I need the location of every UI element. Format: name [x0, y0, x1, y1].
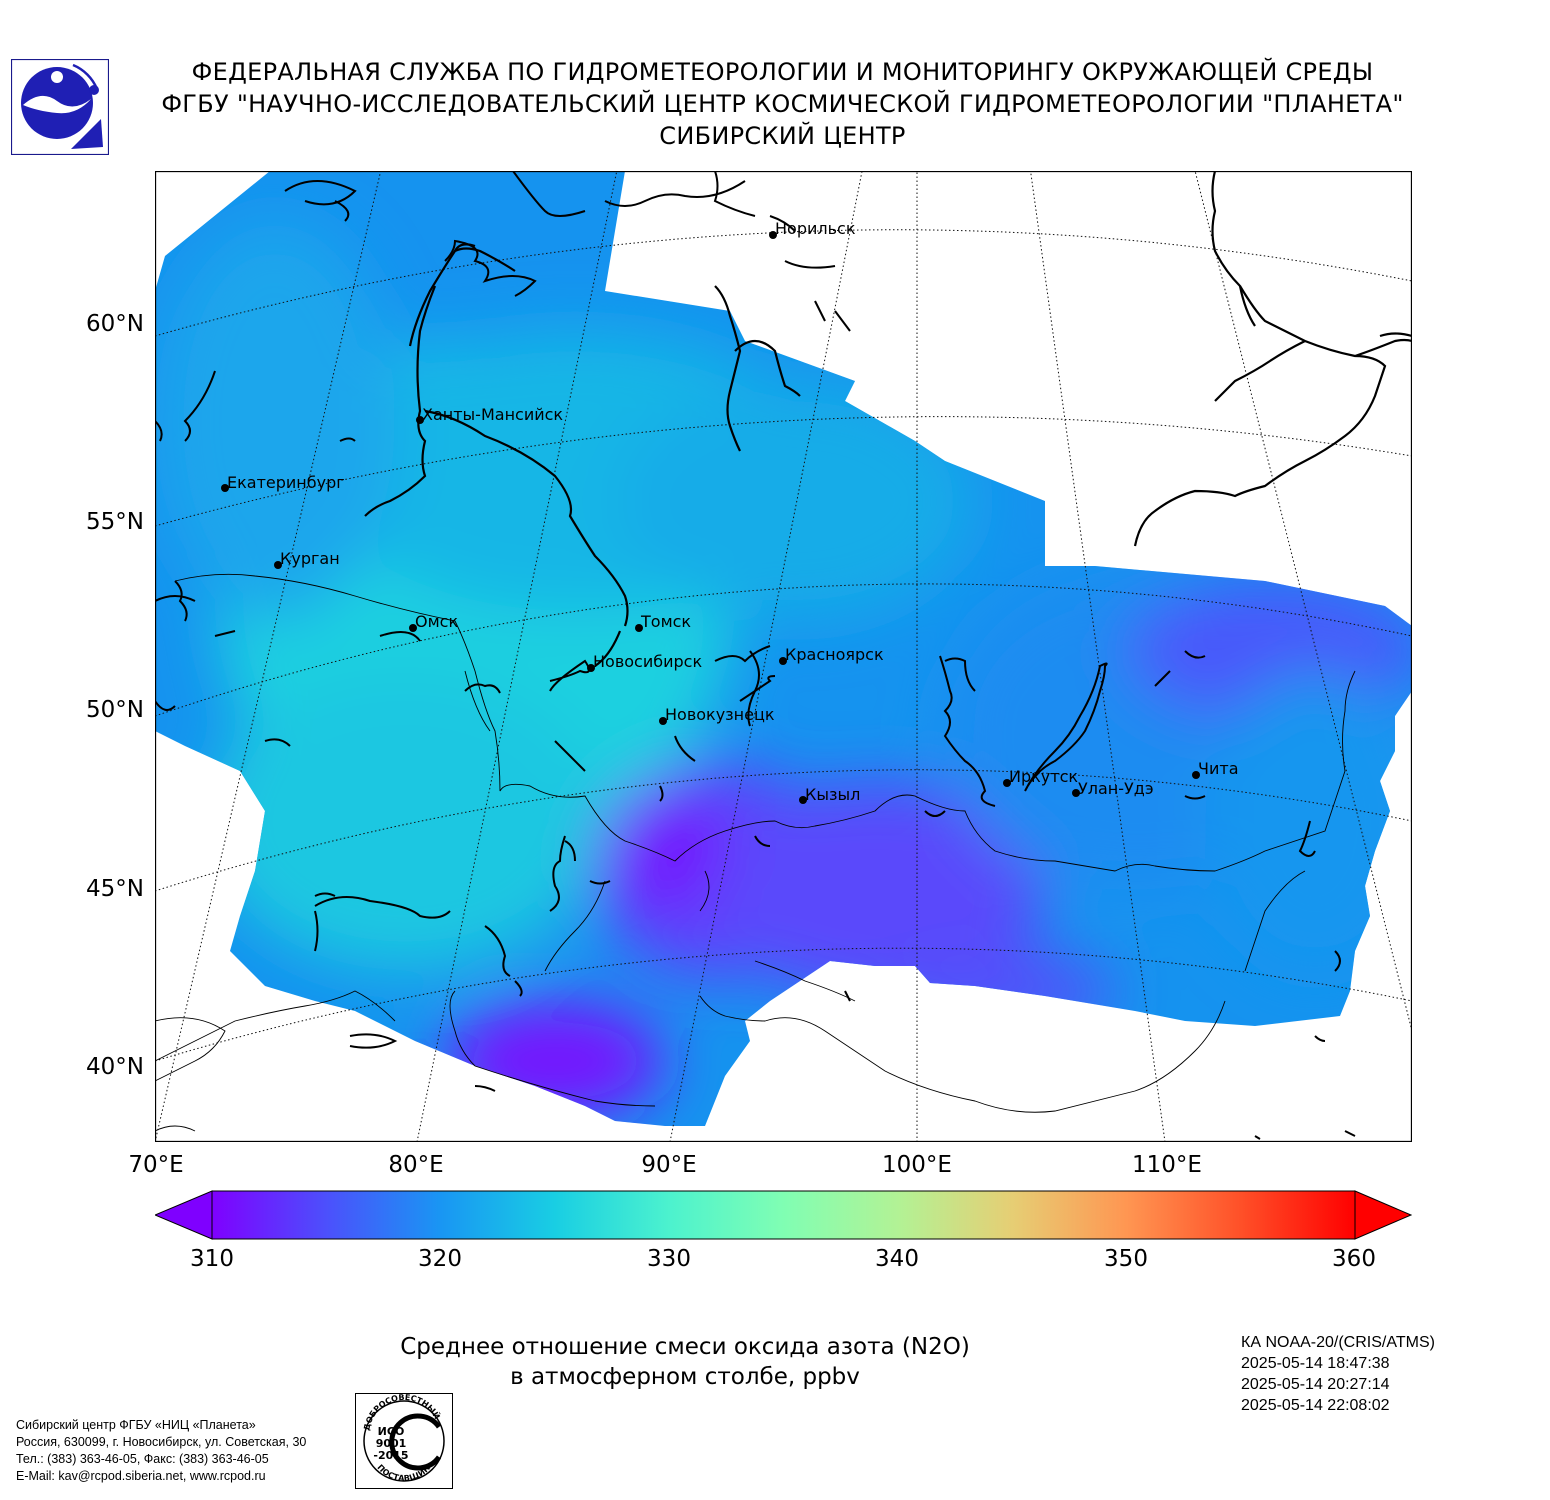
header-agency: ФЕДЕРАЛЬНАЯ СЛУЖБА ПО ГИДРОМЕТЕОРОЛОГИИ … — [191, 58, 1374, 86]
lat-label-45: 45°N — [86, 876, 144, 902]
city-khanty-mansiysk: Ханты-Мансийск — [416, 405, 563, 424]
header-center: СИБИРСКИЙ ЦЕНТР — [659, 122, 906, 150]
caption-line2: в атмосферном столбе, ppbv — [510, 1364, 860, 1390]
lat-label-40: 40°N — [86, 1054, 144, 1080]
colorbar-label-360: 360 — [1332, 1246, 1376, 1272]
colorbar-label-330: 330 — [647, 1246, 691, 1272]
svg-text:Томск: Томск — [640, 612, 691, 631]
lon-label-90: 90°E — [641, 1152, 697, 1178]
svg-text:Екатеринбург: Екатеринбург — [227, 473, 345, 492]
city-norilsk: Норильск — [769, 219, 856, 239]
city-novokuznetsk: Новокузнецк — [659, 705, 775, 725]
svg-text:Чита: Чита — [1198, 759, 1239, 778]
header-institute: ФГБУ "НАУЧНО-ИССЛЕДОВАТЕЛЬСКИЙ ЦЕНТР КОС… — [161, 90, 1404, 118]
n2o-field — [155, 171, 1412, 1126]
city-chita: Чита — [1192, 759, 1239, 779]
graticule-latitudes — [155, 229, 1412, 1062]
svg-text:Ханты-Мансийск: Ханты-Мансийск — [422, 405, 563, 424]
graticule-meridians — [155, 171, 1412, 1142]
lat-label-60: 60°N — [86, 311, 144, 337]
city-krasnoyarsk: Красноярск — [779, 645, 884, 665]
city-tomsk: Томск — [635, 612, 691, 632]
satellite-instrument: КА NOAA-20/(CRIS/ATMS) — [1241, 1334, 1435, 1351]
city-kyzyl: Кызыл — [799, 785, 860, 804]
colorbar-label-350: 350 — [1104, 1246, 1148, 1272]
svg-text:Красноярск: Красноярск — [785, 645, 884, 664]
city-irkutsk: Иркутск — [1003, 767, 1078, 787]
colorbar — [153, 1190, 1413, 1240]
colorbar-label-340: 340 — [875, 1246, 919, 1272]
svg-text:-2015: -2015 — [373, 1449, 408, 1462]
city-markers: Норильск Ханты-Мансийск Екатеринбург Кур… — [221, 219, 1239, 804]
lat-label-50: 50°N — [86, 697, 144, 723]
planeta-logo — [10, 58, 110, 156]
contact-phone: Тел.: (383) 363-46-05, Факс: (383) 363-4… — [16, 1452, 269, 1466]
lon-label-100: 100°E — [882, 1152, 952, 1178]
caption-line1: Среднее отношение смеси оксида азота (N2… — [400, 1334, 970, 1360]
city-ulan-ude: Улан-Удэ — [1072, 779, 1154, 798]
svg-text:Курган: Курган — [280, 549, 340, 568]
satellite-time-3: 2025-05-14 22:08:02 — [1241, 1397, 1390, 1414]
map-panel: Норильск Ханты-Мансийск Екатеринбург Кур… — [154, 170, 1413, 1143]
svg-text:ИСО: ИСО — [378, 1425, 405, 1438]
svg-text:Омск: Омск — [415, 612, 458, 631]
city-yekaterinburg: Екатеринбург — [221, 473, 345, 492]
iso-9001-stamp: ДОБРОСОВЕСТНЫЙ ПОСТАВЩИК ИСО 9001 -2015 — [355, 1393, 453, 1489]
svg-text:Иркутск: Иркутск — [1009, 767, 1078, 786]
city-omsk: Омск — [409, 612, 458, 632]
colorbar-label-320: 320 — [418, 1246, 462, 1272]
svg-text:Норильск: Норильск — [775, 219, 856, 238]
svg-text:Кызыл: Кызыл — [805, 785, 860, 804]
coastlines — [155, 171, 1356, 1140]
city-novosibirsk: Новосибирск — [587, 652, 702, 672]
svg-text:Новосибирск: Новосибирск — [593, 652, 702, 671]
colorbar-label-310: 310 — [190, 1246, 234, 1272]
satellite-time-1: 2025-05-14 18:47:38 — [1241, 1355, 1390, 1372]
lon-label-80: 80°E — [388, 1152, 444, 1178]
contact-org: Сибирский центр ФГБУ «НИЦ «Планета» — [16, 1418, 256, 1432]
lon-label-70: 70°E — [128, 1152, 184, 1178]
contact-email: E-Mail: kav@rcpod.siberia.net, www.rcpod… — [16, 1469, 266, 1483]
rivers — [364, 171, 1412, 667]
contact-address: Россия, 630099, г. Новосибирск, ул. Сове… — [16, 1435, 307, 1449]
svg-text:Улан-Удэ: Улан-Удэ — [1078, 779, 1154, 798]
svg-text:Новокузнецк: Новокузнецк — [665, 705, 775, 724]
lon-label-110: 110°E — [1132, 1152, 1202, 1178]
satellite-time-2: 2025-05-14 20:27:14 — [1241, 1376, 1390, 1393]
svg-text:9001: 9001 — [376, 1437, 407, 1450]
borders — [155, 573, 1356, 1132]
map-frame — [154, 170, 1413, 1143]
map-svg: Норильск Ханты-Мансийск Екатеринбург Кур… — [154, 170, 1413, 1143]
city-kurgan: Курган — [274, 549, 340, 569]
lat-label-55: 55°N — [86, 509, 144, 535]
